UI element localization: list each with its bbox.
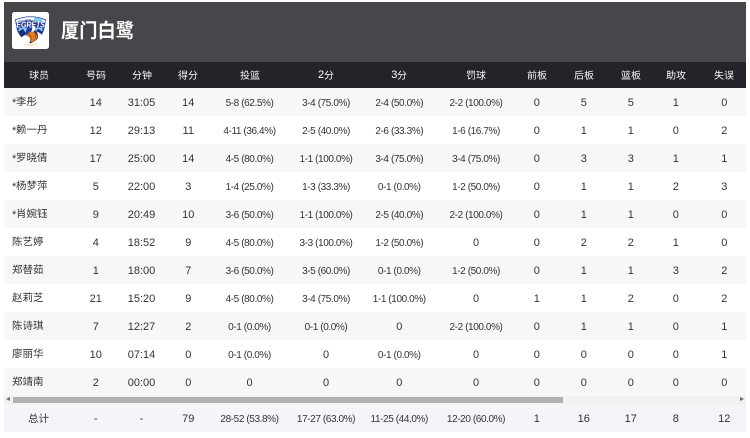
svg-text:XIAMEN: XIAMEN (18, 18, 32, 24)
svg-text:EGRETS: EGRETS (16, 19, 45, 29)
